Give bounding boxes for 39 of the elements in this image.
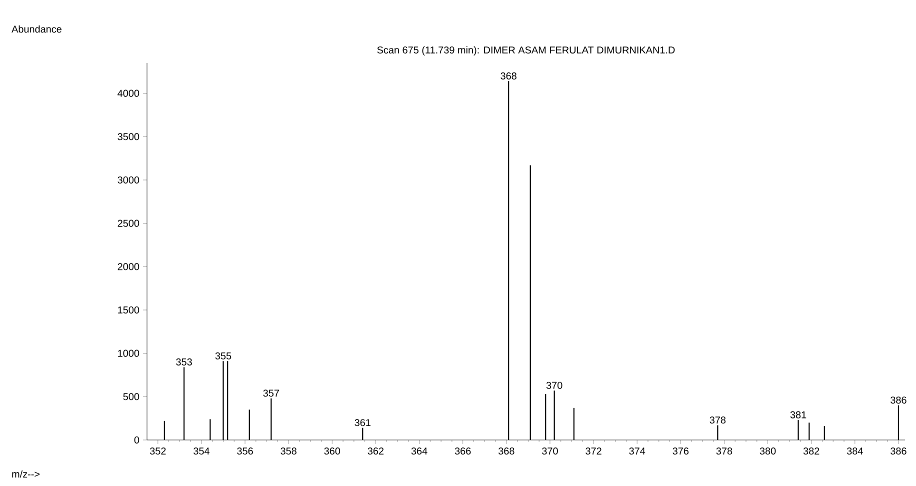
annotation: 386 — [890, 396, 906, 404]
annotation: 381 — [790, 411, 806, 418]
x-tick-label: 386 — [890, 448, 906, 455]
x-tick-label: 360 — [324, 448, 340, 455]
text: Abundance — [12, 25, 62, 33]
x-tick-label: 378 — [716, 448, 732, 455]
x-tick-label: 364 — [411, 448, 428, 455]
text: m/z--> — [12, 470, 40, 478]
x-tick-label: 372 — [586, 448, 602, 455]
annotation: 353 — [176, 358, 192, 366]
y-tick-label: 1000 — [118, 350, 140, 357]
y-tick-label: 2000 — [118, 263, 140, 270]
x-tick-label: 370 — [542, 448, 558, 455]
x-tick-label: 380 — [760, 448, 776, 455]
x-tick-label: 382 — [803, 448, 820, 455]
y-tick-label: 3000 — [118, 176, 140, 184]
x-tick-label: 384 — [846, 448, 863, 455]
y-tick-label: 3500 — [118, 133, 140, 140]
y-tick-label: 1500 — [118, 306, 140, 314]
annotation: 370 — [546, 382, 562, 389]
y-tick-label: 500 — [123, 393, 140, 400]
x-tick-label: 368 — [498, 448, 514, 455]
x-tick-label: 354 — [194, 448, 210, 455]
y-tick-label: 4000 — [118, 90, 140, 97]
chart-title: Scan 675 (11.739 min): DIMER ASAM FERULAT DIMURNIKAN1.D — [377, 46, 675, 56]
y-tick-label: 0 — [134, 436, 140, 444]
x-tick-label: 376 — [672, 448, 689, 455]
x-tick-label: 356 — [237, 448, 253, 455]
x-tick-label: 358 — [280, 448, 296, 455]
annotation: 357 — [263, 390, 279, 397]
annotation: 361 — [354, 419, 370, 426]
annotation: 368 — [500, 72, 516, 80]
x-tick-label: 352 — [150, 448, 166, 455]
annotation: 378 — [710, 416, 726, 424]
x-tick-label: 362 — [368, 448, 384, 455]
y-tick-label: 2500 — [118, 220, 140, 227]
annotation: 355 — [215, 352, 232, 360]
x-tick-label: 366 — [454, 448, 471, 455]
x-tick-label: 374 — [629, 448, 646, 455]
